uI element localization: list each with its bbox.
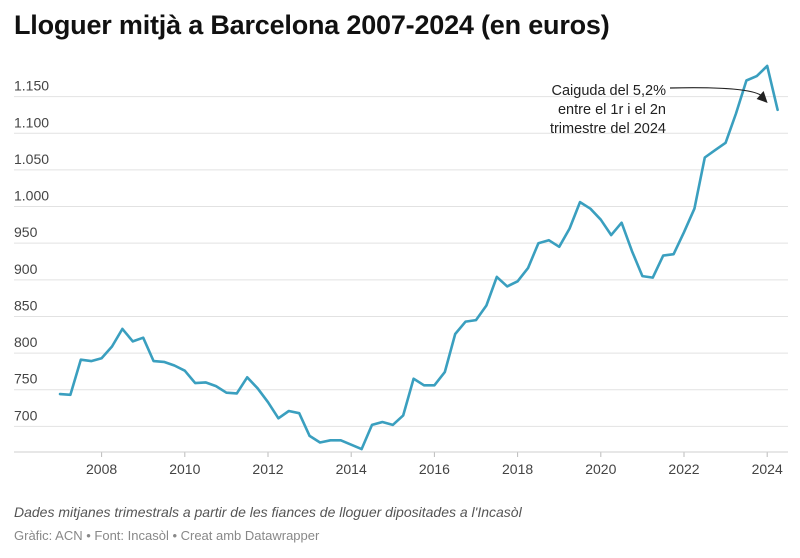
y-tick-label: 950 [14, 224, 38, 240]
x-tick-label: 2020 [585, 461, 616, 477]
line-chart: 700 750 800 850 900 950 1.000 1.050 1.100 1.150 2… [14, 64, 788, 477]
y-tick-label: 1.100 [14, 114, 49, 130]
y-tick-label: 1.150 [14, 78, 49, 94]
y-tick-label: 800 [14, 334, 38, 350]
x-tick-label: 2024 [752, 461, 783, 477]
x-tick-label: 2022 [668, 461, 699, 477]
x-axis: 2008 2010 2012 2014 2016 2018 2020 2022 2024 [86, 452, 783, 477]
chart-source: Gràfic: ACN • Font: Incasòl • Creat amb … [14, 528, 320, 543]
annotation-line: trimestre del 2024 [550, 121, 666, 137]
annotation: Caiguda del 5,2% entre el 1r i el 2n trime… [550, 83, 666, 137]
chart-note: Dades mitjanes trimestrals a partir de l… [14, 504, 522, 520]
x-tick-label: 2012 [252, 461, 283, 477]
y-tick-label: 700 [14, 407, 38, 423]
x-tick-label: 2016 [419, 461, 450, 477]
gridlines [14, 96, 788, 427]
x-tick-label: 2010 [169, 461, 200, 477]
x-tick-label: 2008 [86, 461, 117, 477]
y-tick-label: 1.050 [14, 151, 49, 167]
x-tick-label: 2014 [336, 461, 367, 477]
y-tick-label: 850 [14, 297, 38, 313]
y-tick-label: 750 [14, 371, 38, 387]
annotation-arrowhead [756, 90, 768, 103]
y-axis: 700 750 800 850 900 950 1.000 1.050 1.100 1.150 [14, 78, 49, 424]
annotation-line: entre el 1r i el 2n [558, 102, 666, 118]
annotation-line: Caiguda del 5,2% [552, 83, 667, 99]
chart-title: Lloguer mitjà a Barcelona 2007-2024 (en … [14, 10, 610, 40]
x-tick-label: 2018 [502, 461, 533, 477]
y-tick-label: 900 [14, 261, 38, 277]
series-line [58, 64, 779, 451]
y-tick-label: 1.000 [14, 188, 49, 204]
